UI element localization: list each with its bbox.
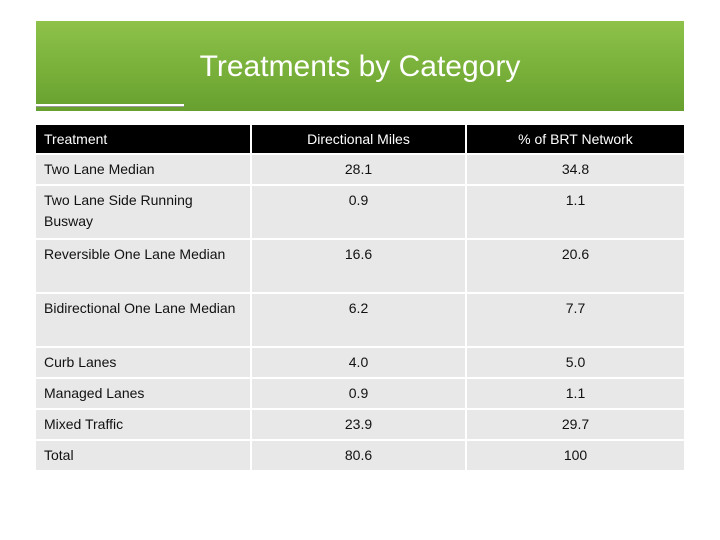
header-treatment: Treatment [36, 125, 252, 155]
title-underline-shadow [36, 106, 184, 107]
percent-cell: 34.8 [466, 154, 684, 186]
treatment-cell: Total [36, 440, 252, 472]
title-banner [36, 21, 684, 111]
treatment-cell: Two Lane Median [36, 154, 252, 186]
table-row: Bidirectional One Lane Median 6.2 7.7 [36, 293, 684, 348]
header-directional-miles: Directional Miles [251, 125, 467, 155]
table-row-total: Total 80.6 100 [36, 440, 684, 472]
table-row: Two Lane Median 28.1 34.8 [36, 154, 684, 186]
percent-cell: 20.6 [466, 239, 684, 294]
table-header-row: Treatment Directional Miles % of BRT Net… [36, 125, 684, 155]
percent-cell: 29.7 [466, 409, 684, 441]
miles-cell: 28.1 [251, 154, 467, 186]
slide-title: Treatments by Category [199, 50, 521, 83]
percent-cell: 1.1 [466, 185, 684, 240]
miles-cell: 0.9 [251, 378, 467, 410]
treatment-cell: Two Lane Side Running Busway [36, 185, 252, 240]
miles-cell: 0.9 [251, 185, 467, 240]
treatment-cell: Managed Lanes [36, 378, 252, 410]
miles-cell: 4.0 [251, 347, 467, 379]
miles-cell: 16.6 [251, 239, 467, 294]
table-row: Mixed Traffic 23.9 29.7 [36, 409, 684, 441]
table-row: Reversible One Lane Median 16.6 20.6 [36, 239, 684, 294]
treatment-cell: Bidirectional One Lane Median [36, 293, 252, 348]
miles-cell: 23.9 [251, 409, 467, 441]
percent-cell: 7.7 [466, 293, 684, 348]
title-underline [36, 104, 184, 106]
treatment-cell: Curb Lanes [36, 347, 252, 379]
treatment-cell: Reversible One Lane Median [36, 239, 252, 294]
table-row: Two Lane Side Running Busway 0.9 1.1 [36, 185, 684, 240]
miles-cell: 6.2 [251, 293, 467, 348]
percent-cell: 1.1 [466, 378, 684, 410]
treatment-cell: Mixed Traffic [36, 409, 252, 441]
table-row: Curb Lanes 4.0 5.0 [36, 347, 684, 379]
percent-cell: 5.0 [466, 347, 684, 379]
treatments-table: Treatment Directional Miles % of BRT Net… [36, 125, 684, 472]
header-brt-network-percent: % of BRT Network [466, 125, 684, 155]
percent-cell: 100 [466, 440, 684, 472]
miles-cell: 80.6 [251, 440, 467, 472]
table-row: Managed Lanes 0.9 1.1 [36, 378, 684, 410]
